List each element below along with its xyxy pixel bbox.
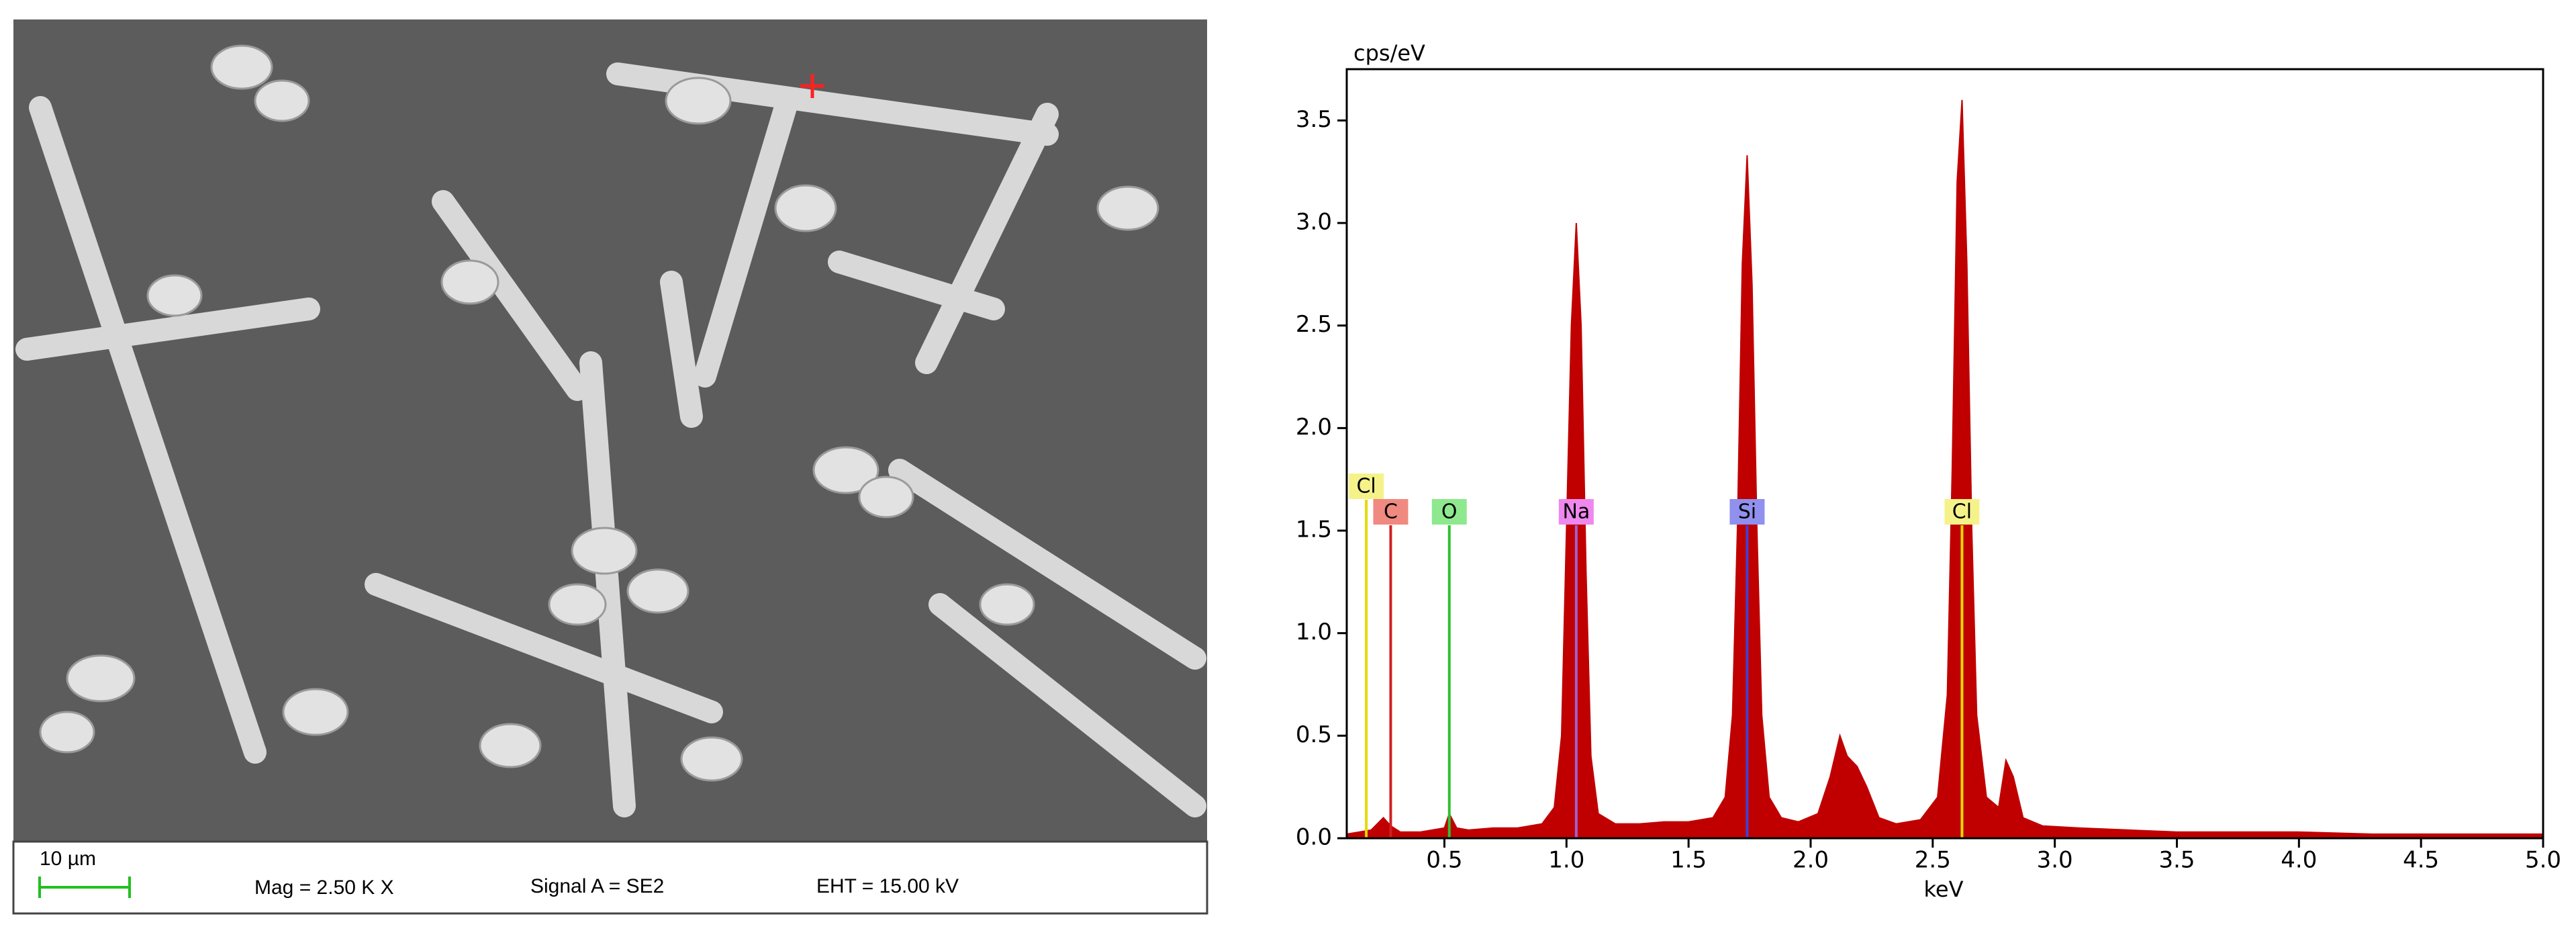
- element-label-box: [1729, 499, 1765, 525]
- element-label-box: [1558, 499, 1594, 525]
- y-tick-label: 0.5: [1296, 721, 1332, 748]
- x-tick-label: 3.0: [2037, 847, 2073, 874]
- y-tick-label: 1.5: [1296, 517, 1332, 543]
- x-tick-label: 4.5: [2403, 847, 2439, 874]
- x-tick-label: 5.0: [2525, 847, 2561, 874]
- element-label: C: [1384, 500, 1398, 524]
- element-label: Cl: [1356, 475, 1376, 498]
- element-label: Cl: [1952, 500, 1972, 524]
- element-label-box: [1431, 499, 1467, 525]
- y-tick-label: 2.0: [1296, 414, 1332, 441]
- signal: Signal A = SE2: [530, 875, 664, 897]
- y-tick-label: 3.5: [1296, 106, 1332, 133]
- y-axis-label: cps/eV: [1353, 40, 1425, 66]
- y-tick-label: 2.5: [1296, 311, 1332, 338]
- eht: EHT = 15.00 kV: [816, 875, 959, 897]
- element-label-box: [1944, 499, 1980, 525]
- element-label: Si: [1738, 500, 1756, 524]
- element-label: Na: [1562, 500, 1590, 524]
- element-label-box: [1373, 499, 1409, 525]
- x-tick-label: 2.0: [1793, 847, 1829, 874]
- x-tick-label: 1.5: [1670, 847, 1707, 874]
- sem-image: 10 µm Mag = 2.50 K X Signal A = SE2 EHT …: [12, 19, 1208, 915]
- x-tick-label: 0.5: [1426, 847, 1462, 874]
- element-label: O: [1441, 500, 1458, 524]
- y-tick-label: 3.0: [1296, 209, 1332, 236]
- x-tick-label: 1.0: [1548, 847, 1584, 874]
- plot-frame: [1345, 68, 2544, 840]
- spectrum-chart: cps/eV keV 0.0 0.5 1.0 1.5 2.0 2.5 3.0 3.5 0.5 1.…: [1296, 40, 2561, 902]
- x-tick-label: 3.5: [2158, 847, 2195, 874]
- scale-bar-label: 10 µm: [40, 848, 96, 870]
- spectrum-area: [1346, 99, 2544, 839]
- magnification: Mag = 2.50 K X: [254, 877, 394, 899]
- y-tick-label: 1.0: [1296, 619, 1332, 645]
- x-tick-label: 2.5: [1915, 847, 1951, 874]
- x-tick-label: 4.0: [2281, 847, 2317, 874]
- x-axis-label: keV: [1924, 877, 1964, 902]
- element-label-box: [1349, 474, 1384, 499]
- scale-bar: [38, 877, 131, 898]
- y-tick-label: 0.0: [1296, 824, 1332, 851]
